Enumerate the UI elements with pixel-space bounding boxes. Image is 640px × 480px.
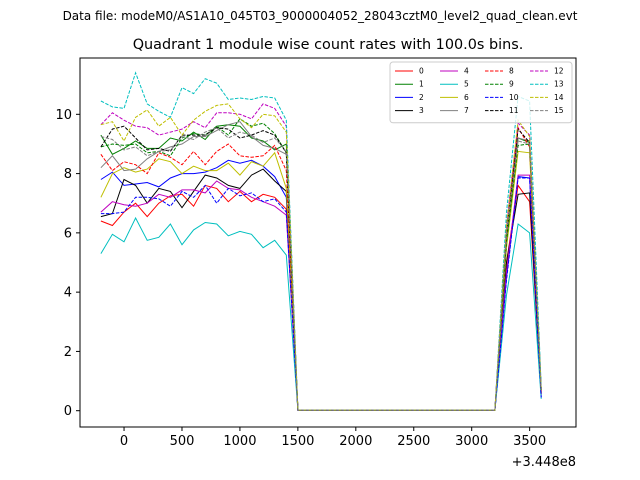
x-tick-label: 2000 — [339, 434, 372, 449]
series-line-8 — [100, 126, 542, 411]
series-line-15 — [100, 127, 542, 411]
series-line-3 — [100, 168, 542, 411]
legend-label-1: 1 — [419, 80, 424, 89]
series-line-9 — [100, 118, 542, 411]
plot-area-frame — [79, 57, 577, 428]
y-axis: 0 2 4 6 8 10 — [55, 108, 80, 419]
legend-label-15: 15 — [554, 106, 564, 115]
legend-label-3: 3 — [419, 106, 424, 115]
y-tick-label: 6 — [64, 226, 72, 241]
series-line-12 — [100, 103, 542, 411]
y-tick-label: 8 — [64, 167, 72, 182]
series-line-14 — [100, 103, 542, 411]
series-line-1 — [100, 124, 542, 411]
x-offset-label: +3.448e8 — [512, 455, 576, 470]
series-line-5 — [100, 216, 542, 411]
y-tick-label: 2 — [64, 345, 72, 360]
series-line-0 — [100, 184, 542, 411]
legend-label-4: 4 — [464, 67, 469, 76]
x-tick-label: 3000 — [455, 434, 488, 449]
legend-label-8: 8 — [509, 67, 514, 76]
series-line-11 — [100, 125, 542, 411]
x-tick-label: 3500 — [513, 434, 546, 449]
legend-label-2: 2 — [419, 93, 424, 102]
chart-title: Quadrant 1 module wise count rates with … — [133, 37, 524, 53]
x-tick-label: 0 — [120, 434, 128, 449]
series-line-7 — [100, 121, 542, 411]
legend-label-6: 6 — [464, 93, 469, 102]
y-tick-label: 0 — [64, 404, 72, 419]
y-tick-label: 4 — [64, 286, 72, 301]
x-tick-label: 500 — [170, 434, 195, 449]
series-line-13 — [100, 71, 542, 411]
legend-label-13: 13 — [554, 80, 564, 89]
legend-label-14: 14 — [554, 93, 564, 102]
plot-series — [100, 71, 542, 411]
legend-label-0: 0 — [419, 67, 424, 76]
x-tick-label: 1500 — [281, 434, 314, 449]
legend-label-12: 12 — [554, 67, 564, 76]
figure-suptitle: Data file: modeM0/AS1A10_045T03_90000040… — [63, 9, 578, 23]
x-axis: 0 500 1000 1500 2000 2500 3000 3500 — [120, 427, 546, 449]
series-line-4 — [100, 174, 542, 411]
legend-label-7: 7 — [464, 106, 469, 115]
x-tick-label: 1000 — [223, 434, 256, 449]
legend-frame — [389, 61, 573, 124]
legend-label-5: 5 — [464, 80, 469, 89]
legend-label-11: 11 — [509, 106, 519, 115]
legend-label-9: 9 — [509, 80, 514, 89]
x-tick-label: 2500 — [397, 434, 430, 449]
y-tick-label: 10 — [55, 108, 72, 123]
legend-label-10: 10 — [509, 93, 519, 102]
series-line-10 — [100, 177, 542, 411]
